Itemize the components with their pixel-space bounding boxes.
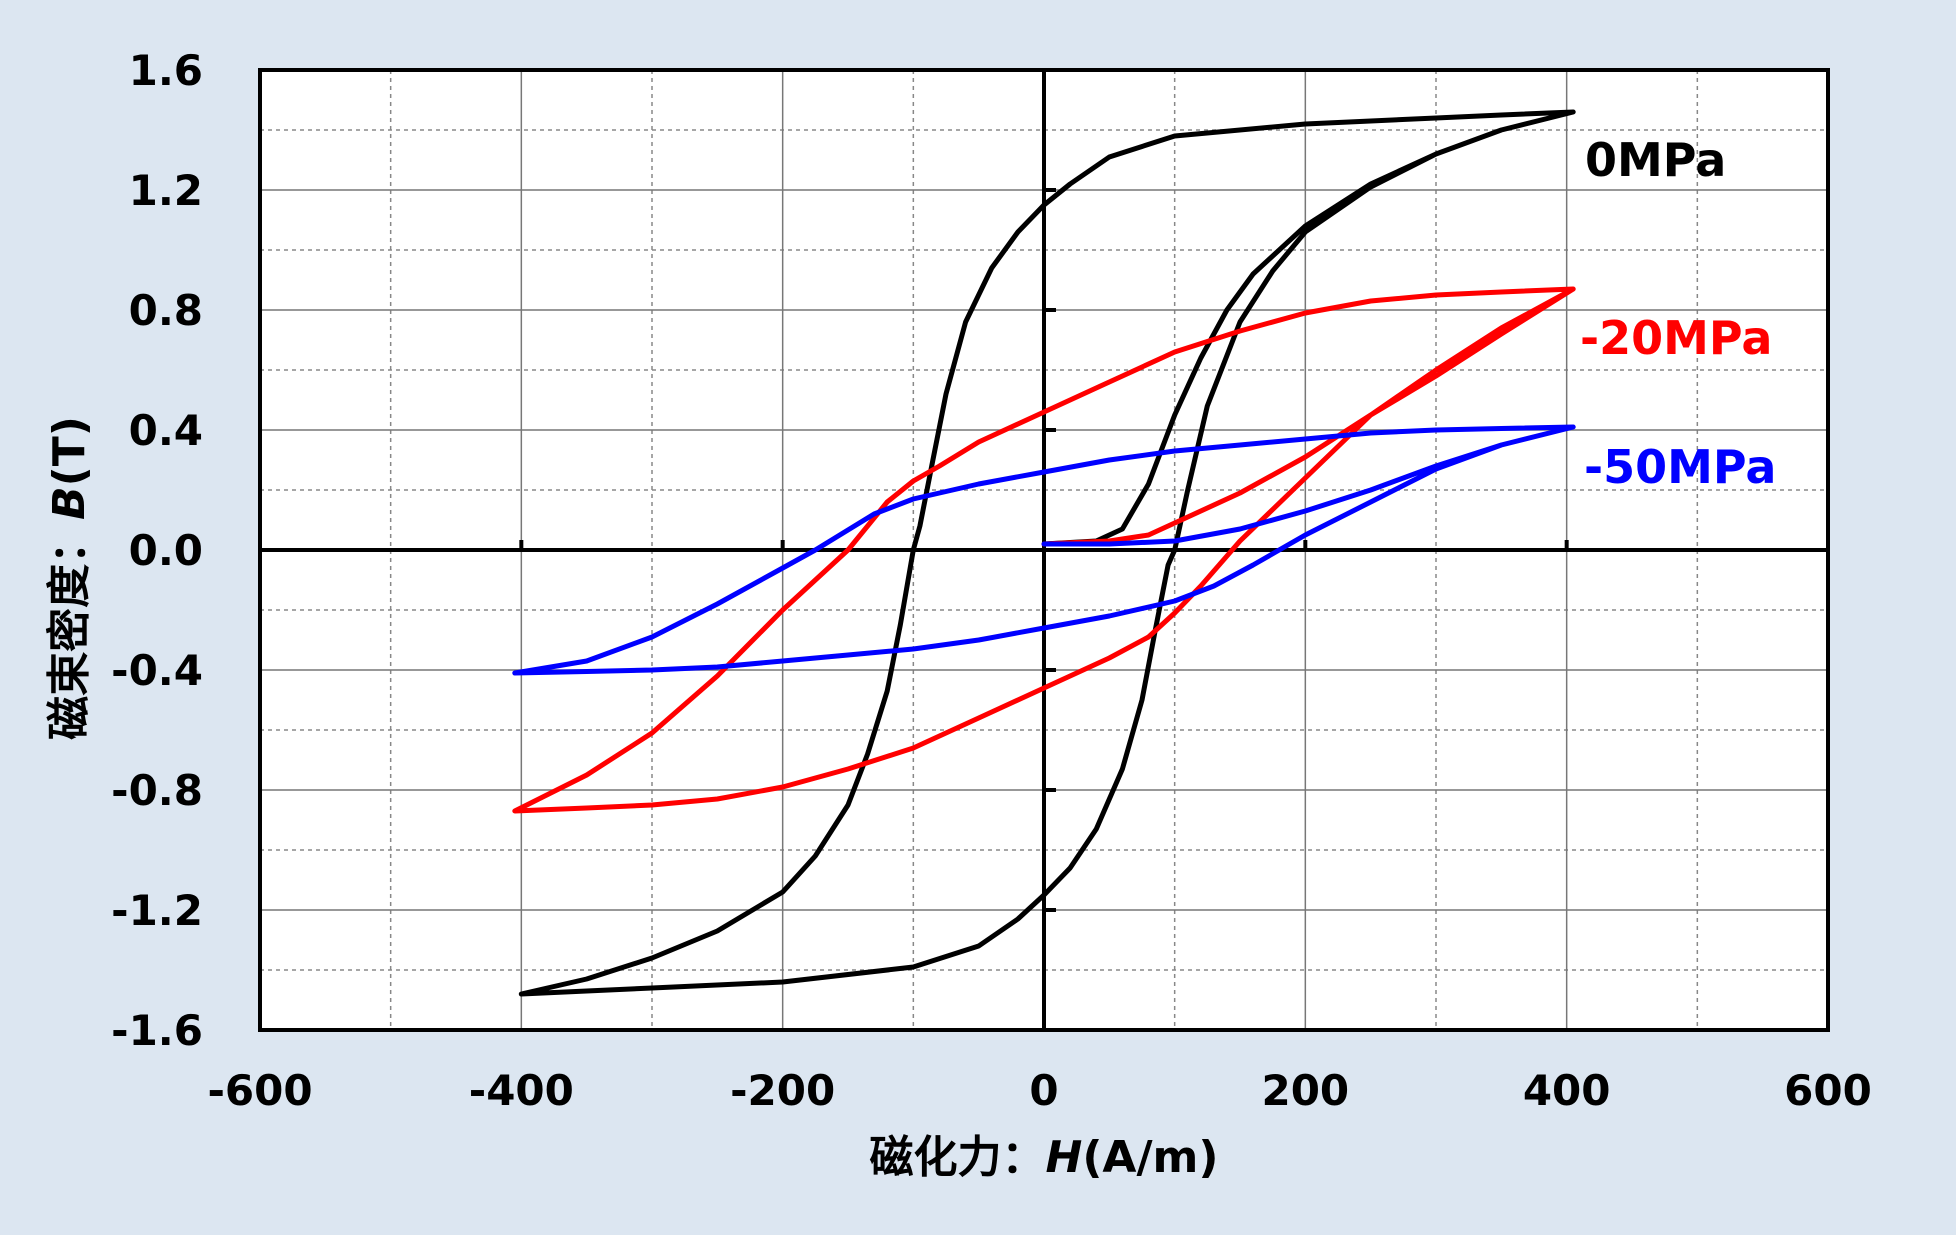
x-axis-unit: (A/m)	[1082, 1132, 1218, 1183]
y-tick-label: 1.6	[129, 46, 203, 95]
y-axis-unit: (T)	[44, 416, 95, 486]
x-axis-title: 磁化力：H(A/m)	[869, 1132, 1218, 1183]
series-label: 0MPa	[1585, 133, 1726, 187]
series-layer	[512, 109, 1576, 997]
series-label: -20MPa	[1580, 311, 1772, 365]
series-line	[518, 109, 1576, 997]
x-tick-label: -200	[730, 1066, 835, 1115]
tick-marks	[519, 188, 1569, 912]
y-tick-label: 0.4	[129, 406, 203, 455]
plot-border	[258, 68, 1830, 1032]
y-tick-label: 0.8	[129, 286, 203, 335]
x-tick-label: -600	[207, 1066, 312, 1115]
x-tick-label: 0	[1029, 1066, 1058, 1115]
y-tick-label: -0.8	[111, 766, 203, 815]
x-tick-labels: -600 -400 -200 0 200 400 600	[207, 1066, 1871, 1115]
y-tick-label: -0.4	[111, 646, 203, 695]
x-tick-label: 600	[1784, 1066, 1872, 1115]
series-line	[512, 424, 1576, 676]
series-labels: 0MPa -20MPa -50MPa	[1580, 133, 1776, 494]
y-tick-label: 0.0	[129, 526, 203, 575]
x-tick-label: 200	[1261, 1066, 1349, 1115]
y-tick-label: -1.6	[111, 1006, 203, 1055]
x-axis-title-prefix: 磁化力：	[869, 1132, 1045, 1183]
series-line	[512, 286, 1576, 814]
x-axis-symbol: H	[1045, 1132, 1082, 1183]
y-tick-label: 1.2	[129, 166, 203, 215]
x-tick-label: -400	[469, 1066, 574, 1115]
y-tick-label: -1.2	[111, 886, 203, 935]
y-axis-title: 磁束密度：B(T)	[44, 416, 95, 740]
y-axis-title-prefix: 磁束密度：	[44, 520, 95, 740]
x-tick-label: 400	[1523, 1066, 1611, 1115]
y-axis-symbol: B	[44, 486, 95, 520]
y-tick-labels: 1.6 1.2 0.8 0.4 0.0 -0.4 -0.8 -1.2 -1.6	[111, 46, 203, 1055]
series-label: -50MPa	[1584, 440, 1776, 494]
